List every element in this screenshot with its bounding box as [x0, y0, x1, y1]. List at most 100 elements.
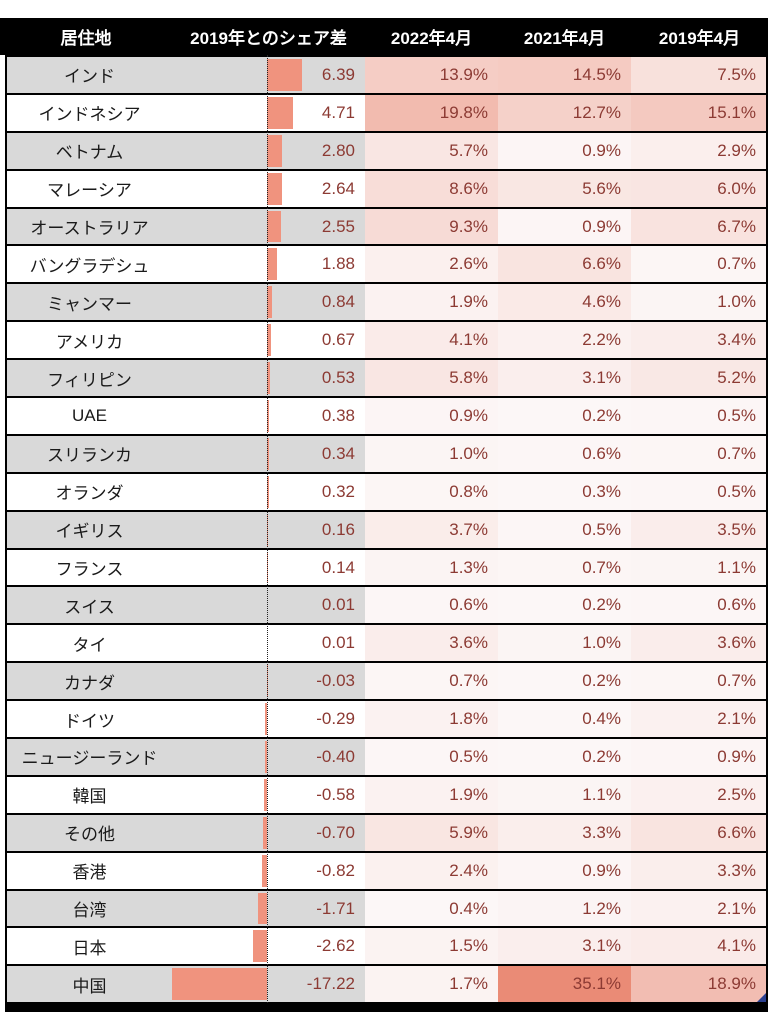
share-diff-cell[interactable]: -1.71 — [172, 890, 365, 927]
pct-cell-apr-2019[interactable]: 6.7% — [631, 208, 766, 245]
share-diff-cell[interactable]: 6.39 — [172, 57, 365, 93]
pct-cell-apr-2022[interactable]: 0.6% — [365, 587, 498, 624]
pct-cell-apr-2019[interactable]: 0.5% — [631, 473, 766, 510]
country-cell[interactable]: UAE — [7, 398, 172, 434]
pct-cell-apr-2021[interactable]: 0.3% — [498, 473, 631, 510]
pct-cell-apr-2022[interactable]: 1.9% — [365, 284, 498, 321]
share-diff-cell[interactable]: 0.32 — [172, 473, 365, 510]
pct-cell-apr-2021[interactable]: 0.9% — [498, 852, 631, 889]
pct-cell-apr-2022[interactable]: 5.7% — [365, 132, 498, 169]
share-diff-cell[interactable]: 4.71 — [172, 94, 365, 131]
pct-cell-apr-2021[interactable]: 12.7% — [498, 94, 631, 131]
pct-cell-apr-2021[interactable]: 0.5% — [498, 511, 631, 548]
pct-cell-apr-2021[interactable]: 5.6% — [498, 170, 631, 207]
pct-cell-apr-2019[interactable]: 2.9% — [631, 132, 766, 169]
country-cell[interactable]: スリランカ — [7, 435, 172, 472]
header-cell-apr-2019[interactable]: 2019年4月 — [658, 29, 741, 48]
share-diff-cell[interactable]: -0.58 — [172, 776, 365, 813]
pct-cell-apr-2022[interactable]: 1.9% — [365, 776, 498, 813]
country-cell[interactable]: インド — [7, 57, 172, 93]
pct-cell-apr-2022[interactable]: 0.5% — [365, 739, 498, 775]
pct-cell-apr-2019[interactable]: 5.2% — [631, 360, 766, 397]
pct-cell-apr-2022[interactable]: 0.9% — [365, 398, 498, 434]
pct-cell-apr-2021[interactable]: 3.3% — [498, 814, 631, 851]
pct-cell-apr-2022[interactable]: 5.8% — [365, 360, 498, 397]
pct-cell-apr-2019[interactable]: 2.5% — [631, 776, 766, 813]
country-cell[interactable]: スイス — [7, 587, 172, 624]
pct-cell-apr-2021[interactable]: 1.2% — [498, 890, 631, 927]
pct-cell-apr-2022[interactable]: 1.8% — [365, 701, 498, 738]
pct-cell-apr-2021[interactable]: 1.1% — [498, 776, 631, 813]
pct-cell-apr-2021[interactable]: 0.2% — [498, 398, 631, 434]
share-diff-cell[interactable]: -0.40 — [172, 739, 365, 775]
pct-cell-apr-2019[interactable]: 18.9% — [631, 966, 766, 1003]
pct-cell-apr-2019[interactable]: 3.5% — [631, 511, 766, 548]
country-cell[interactable]: 韓国 — [7, 776, 172, 813]
pct-cell-apr-2021[interactable]: 0.6% — [498, 435, 631, 472]
country-cell[interactable]: イギリス — [7, 511, 172, 548]
pct-cell-apr-2022[interactable]: 9.3% — [365, 208, 498, 245]
pct-cell-apr-2019[interactable]: 1.1% — [631, 549, 766, 586]
header-cell-share-diff[interactable]: 2019年とのシェア差 — [190, 29, 347, 48]
pct-cell-apr-2022[interactable]: 5.9% — [365, 814, 498, 851]
share-diff-cell[interactable]: 0.16 — [172, 511, 365, 548]
country-cell[interactable]: オーストラリア — [7, 208, 172, 245]
share-diff-cell[interactable]: -2.62 — [172, 928, 365, 965]
pct-cell-apr-2022[interactable]: 13.9% — [365, 57, 498, 93]
pct-cell-apr-2021[interactable]: 35.1% — [498, 966, 631, 1003]
country-cell[interactable]: フィリピン — [7, 360, 172, 397]
pct-cell-apr-2021[interactable]: 2.2% — [498, 322, 631, 359]
share-diff-cell[interactable]: 0.01 — [172, 625, 365, 662]
country-cell[interactable]: バングラデシュ — [7, 246, 172, 283]
country-cell[interactable]: ニュージーランド — [7, 739, 172, 775]
pct-cell-apr-2021[interactable]: 0.4% — [498, 701, 631, 738]
country-cell[interactable]: ミャンマー — [7, 284, 172, 321]
header-cell-location[interactable]: 居住地 — [60, 29, 112, 48]
pct-cell-apr-2022[interactable]: 4.1% — [365, 322, 498, 359]
share-diff-cell[interactable]: 0.34 — [172, 435, 365, 472]
pct-cell-apr-2019[interactable]: 0.6% — [631, 587, 766, 624]
pct-cell-apr-2021[interactable]: 14.5% — [498, 57, 631, 93]
country-cell[interactable]: アメリカ — [7, 322, 172, 359]
pct-cell-apr-2021[interactable]: 3.1% — [498, 928, 631, 965]
pct-cell-apr-2022[interactable]: 19.8% — [365, 94, 498, 131]
country-cell[interactable]: タイ — [7, 625, 172, 662]
pct-cell-apr-2021[interactable]: 4.6% — [498, 284, 631, 321]
pct-cell-apr-2022[interactable]: 3.7% — [365, 511, 498, 548]
share-diff-cell[interactable]: 0.38 — [172, 398, 365, 434]
share-diff-cell[interactable]: 0.53 — [172, 360, 365, 397]
country-cell[interactable]: オランダ — [7, 473, 172, 510]
pct-cell-apr-2022[interactable]: 0.7% — [365, 663, 498, 700]
pct-cell-apr-2021[interactable]: 0.2% — [498, 739, 631, 775]
pct-cell-apr-2019[interactable]: 0.7% — [631, 663, 766, 700]
share-diff-cell[interactable]: -0.03 — [172, 663, 365, 700]
pct-cell-apr-2021[interactable]: 0.2% — [498, 587, 631, 624]
pct-cell-apr-2021[interactable]: 0.9% — [498, 208, 631, 245]
pct-cell-apr-2019[interactable]: 0.9% — [631, 739, 766, 775]
share-diff-cell[interactable]: -17.22 — [172, 966, 365, 1003]
pct-cell-apr-2019[interactable]: 2.1% — [631, 701, 766, 738]
pct-cell-apr-2021[interactable]: 0.7% — [498, 549, 631, 586]
pct-cell-apr-2022[interactable]: 2.6% — [365, 246, 498, 283]
pct-cell-apr-2019[interactable]: 3.4% — [631, 322, 766, 359]
pct-cell-apr-2019[interactable]: 3.6% — [631, 625, 766, 662]
country-cell[interactable]: インドネシア — [7, 94, 172, 131]
share-diff-cell[interactable]: -0.82 — [172, 852, 365, 889]
pct-cell-apr-2022[interactable]: 0.8% — [365, 473, 498, 510]
share-diff-cell[interactable]: 2.64 — [172, 170, 365, 207]
country-cell[interactable]: 香港 — [7, 852, 172, 889]
pct-cell-apr-2022[interactable]: 1.7% — [365, 966, 498, 1003]
pct-cell-apr-2021[interactable]: 0.9% — [498, 132, 631, 169]
pct-cell-apr-2021[interactable]: 3.1% — [498, 360, 631, 397]
country-cell[interactable]: 中国 — [7, 966, 172, 1003]
pct-cell-apr-2022[interactable]: 3.6% — [365, 625, 498, 662]
share-diff-cell[interactable]: -0.70 — [172, 814, 365, 851]
share-diff-cell[interactable]: 0.14 — [172, 549, 365, 586]
pct-cell-apr-2019[interactable]: 2.1% — [631, 890, 766, 927]
pct-cell-apr-2022[interactable]: 2.4% — [365, 852, 498, 889]
country-cell[interactable]: マレーシア — [7, 170, 172, 207]
excel-fill-handle[interactable] — [757, 993, 766, 1003]
country-cell[interactable]: 日本 — [7, 928, 172, 965]
pct-cell-apr-2019[interactable]: 6.6% — [631, 814, 766, 851]
pct-cell-apr-2019[interactable]: 7.5% — [631, 57, 766, 93]
